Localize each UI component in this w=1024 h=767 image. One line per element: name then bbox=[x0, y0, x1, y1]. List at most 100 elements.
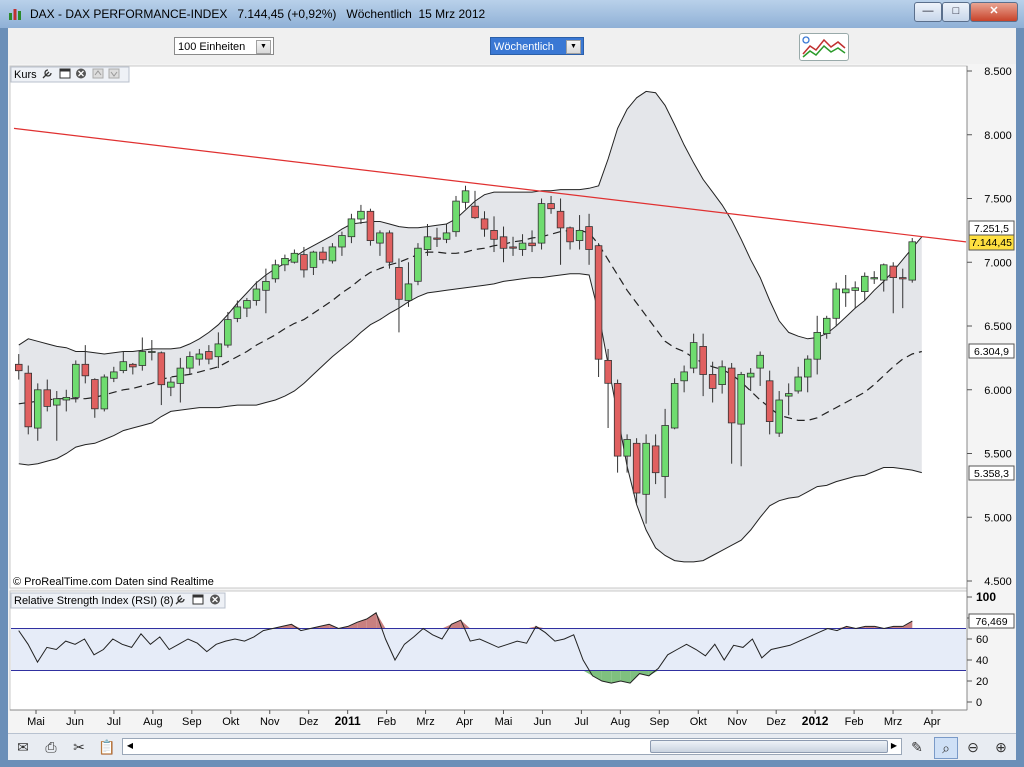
move-down-icon[interactable] bbox=[108, 68, 120, 79]
price-axis-tick-label: 8.500 bbox=[984, 66, 1012, 78]
candle bbox=[376, 230, 384, 256]
bollinger-band-area bbox=[18, 91, 922, 562]
period-select[interactable]: Wöchentlich ▼ bbox=[490, 37, 584, 55]
time-axis-tick-label: Sep bbox=[182, 716, 202, 728]
candle bbox=[110, 366, 118, 383]
candle bbox=[347, 213, 356, 244]
window-icon[interactable] bbox=[192, 594, 204, 605]
title-bar: DAX - DAX PERFORMANCE-INDEX 7.144,45 (+0… bbox=[0, 0, 1024, 28]
candle bbox=[785, 383, 793, 416]
candle bbox=[309, 250, 318, 275]
candle bbox=[129, 362, 137, 375]
rsi-axis-tick-label: 20 bbox=[976, 676, 988, 688]
scissors-icon[interactable]: ✂ bbox=[73, 739, 85, 755]
close-circle-icon[interactable] bbox=[210, 594, 220, 605]
scroll-right-icon[interactable]: ▶ bbox=[890, 741, 898, 750]
minimize-button[interactable]: — bbox=[914, 2, 942, 22]
candle bbox=[214, 332, 223, 369]
rsi-overbought-fill bbox=[376, 612, 386, 629]
bollinger-lower-line bbox=[18, 273, 922, 563]
rsi-overbought-fill bbox=[291, 624, 301, 629]
rsi-panel-label: Relative Strength Index (RSI) (8) bbox=[14, 595, 174, 607]
units-select[interactable]: 100 Einheiten ▼ bbox=[174, 37, 274, 55]
zoom-in-icon[interactable]: ⊕ bbox=[995, 739, 1007, 755]
chart-indicator-icon[interactable] bbox=[799, 33, 849, 61]
candle bbox=[91, 378, 99, 418]
price-axis-tick-label: 6.000 bbox=[984, 385, 1012, 397]
move-up-icon[interactable] bbox=[92, 68, 104, 79]
candle bbox=[385, 230, 394, 269]
zoom-out-icon[interactable]: ⊖ bbox=[967, 739, 979, 755]
zoom-auto-icon[interactable]: ⌕ bbox=[934, 737, 958, 759]
candle bbox=[262, 268, 270, 314]
candle bbox=[452, 195, 460, 237]
price-axis-tick-label: 5.000 bbox=[984, 512, 1012, 524]
scrollbar-thumb[interactable] bbox=[650, 740, 888, 753]
horizontal-scrollbar[interactable]: ◀ ▶ bbox=[122, 738, 902, 755]
candle bbox=[756, 351, 764, 386]
time-axis-tick-label: Okt bbox=[690, 716, 707, 728]
draw-tools-icon[interactable]: ✎ bbox=[911, 739, 923, 755]
candle bbox=[775, 391, 783, 437]
middle-band-badge: 6.304,9 bbox=[968, 343, 1015, 359]
candle bbox=[623, 434, 631, 473]
rsi-value-badge: 76,469 bbox=[968, 613, 1015, 629]
candle bbox=[889, 262, 898, 314]
time-axis-tick-label: 2012 bbox=[802, 714, 829, 728]
close-circle-icon[interactable] bbox=[76, 68, 86, 79]
rsi-oversold-fill bbox=[601, 670, 612, 684]
mail-icon[interactable]: ✉ bbox=[17, 739, 29, 755]
candle bbox=[575, 215, 584, 250]
candle bbox=[366, 208, 375, 246]
candle bbox=[613, 379, 622, 473]
candle bbox=[480, 211, 489, 237]
candle bbox=[357, 204, 365, 224]
time-axis-tick-label: Jun bbox=[66, 716, 84, 728]
candle bbox=[15, 354, 23, 380]
time-axis-tick-label: Feb bbox=[377, 716, 396, 728]
rsi-overbought-fill bbox=[893, 626, 903, 629]
candle bbox=[851, 281, 860, 309]
candle bbox=[328, 243, 337, 264]
rsi-axis-tick-label: 60 bbox=[976, 634, 988, 646]
rsi-oversold-fill bbox=[592, 670, 602, 681]
candle bbox=[290, 249, 299, 264]
rsi-overbought-fill bbox=[526, 626, 537, 629]
toolbar: 100 Einheiten ▼ Wöchentlich ▼ bbox=[8, 28, 1016, 64]
candle bbox=[794, 366, 803, 394]
candle bbox=[100, 374, 109, 412]
price-axis-tick-label: 5.500 bbox=[984, 449, 1012, 461]
rsi-line bbox=[18, 612, 913, 684]
candle bbox=[281, 254, 289, 272]
units-select-value: 100 Einheiten bbox=[178, 41, 246, 53]
candle bbox=[243, 297, 251, 318]
print-icon[interactable]: ⎙ bbox=[45, 739, 57, 755]
candle bbox=[528, 230, 536, 253]
candle bbox=[62, 389, 71, 412]
wrench-icon[interactable] bbox=[175, 595, 185, 605]
price-panel-label: Kurs bbox=[14, 69, 37, 81]
maximize-button[interactable]: □ bbox=[942, 2, 970, 22]
scroll-left-icon[interactable]: ◀ bbox=[126, 741, 134, 750]
window-icon[interactable] bbox=[59, 68, 71, 79]
candle bbox=[870, 271, 879, 284]
chevron-down-icon: ▼ bbox=[566, 40, 581, 54]
candle bbox=[604, 348, 612, 428]
candle bbox=[670, 378, 679, 430]
svg-text:7.144,45: 7.144,45 bbox=[971, 237, 1012, 249]
candle bbox=[81, 345, 90, 384]
candle bbox=[33, 383, 42, 441]
time-axis-tick-label: Apr bbox=[456, 716, 473, 728]
time-axis-tick-label: Jul bbox=[107, 716, 121, 728]
candle bbox=[642, 434, 650, 524]
rsi-oversold-fill bbox=[620, 670, 631, 684]
candle bbox=[490, 216, 498, 253]
close-button[interactable]: ✕ bbox=[970, 2, 1018, 22]
candle bbox=[138, 337, 147, 371]
clipboard-icon[interactable]: 📋 bbox=[98, 739, 116, 755]
candle bbox=[224, 311, 232, 348]
candle bbox=[585, 213, 593, 265]
candle bbox=[433, 227, 441, 247]
bollinger-middle-line bbox=[18, 229, 922, 421]
wrench-icon[interactable] bbox=[42, 69, 52, 79]
